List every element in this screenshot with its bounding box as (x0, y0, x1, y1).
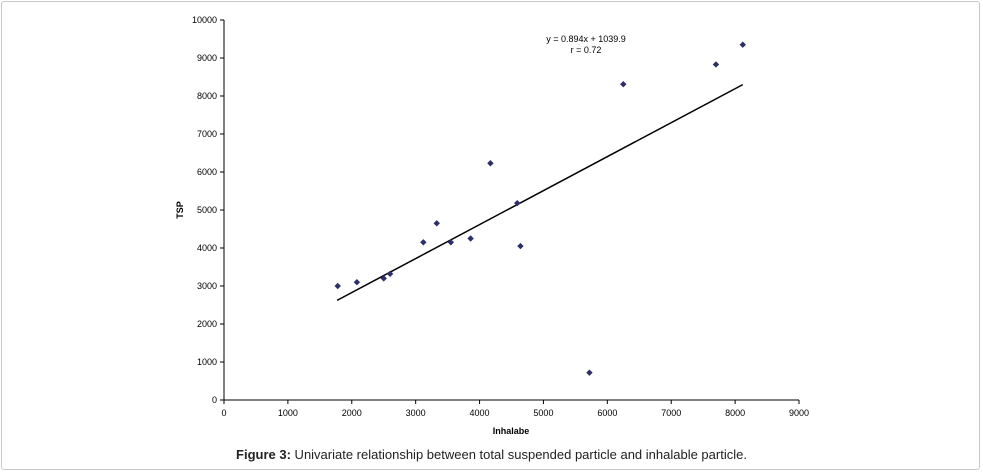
data-point (420, 239, 427, 246)
regression-equation: y = 0.894x + 1039.9 (546, 34, 626, 44)
data-point (447, 239, 455, 246)
y-axis-title: TSP (175, 201, 185, 219)
x-tick-label: 2000 (342, 408, 362, 418)
data-point (380, 275, 387, 282)
data-point (739, 41, 746, 48)
x-tick-label: 6000 (597, 408, 617, 418)
x-tick-label: 9000 (789, 408, 809, 418)
data-point (712, 61, 720, 68)
data-point (467, 235, 474, 242)
x-tick-label: 7000 (661, 408, 681, 418)
correlation-coefficient: r = 0.72 (571, 45, 602, 55)
data-point (517, 242, 524, 250)
data-point (514, 199, 521, 207)
y-tick-label: 4000 (197, 243, 217, 253)
x-tick-label: 1000 (278, 408, 298, 418)
data-point (620, 81, 627, 88)
data-point (386, 270, 394, 278)
x-tick-label: 4000 (470, 408, 490, 418)
y-tick-label: 6000 (197, 167, 217, 177)
y-tick-label: 10000 (192, 15, 217, 25)
data-point (487, 160, 494, 167)
axes: 0 1000 2000 3000 4000 5000 6000 7000 8000 9000 0 10… (192, 15, 809, 418)
data-point (353, 279, 361, 286)
y-tick-label: 8000 (197, 91, 217, 101)
x-axis-title: Inhalabe (493, 426, 530, 436)
x-tick-label: 8000 (725, 408, 745, 418)
x-tick-label: 5000 (533, 408, 553, 418)
x-tick-label: 0 (221, 408, 226, 418)
data-point (433, 220, 440, 227)
y-tick-label: 3000 (197, 281, 217, 291)
y-tick-label: 2000 (197, 319, 217, 329)
y-tick-label: 1000 (197, 357, 217, 367)
y-tick-label: 9000 (197, 53, 217, 63)
y-tick-label: 5000 (197, 205, 217, 215)
y-tick-label: 0 (212, 395, 217, 405)
data-point (586, 369, 593, 376)
data-point (334, 282, 341, 290)
data-points (334, 41, 746, 376)
x-tick-label: 3000 (406, 408, 426, 418)
trendline-layer (336, 83, 744, 302)
trendline (336, 83, 744, 302)
y-tick-label: 7000 (197, 129, 217, 139)
figure-caption: Figure 3: Univariate relationship betwee… (0, 447, 983, 462)
caption-label: Figure 3: (236, 447, 291, 462)
caption-text: Univariate relationship between total su… (290, 447, 747, 462)
